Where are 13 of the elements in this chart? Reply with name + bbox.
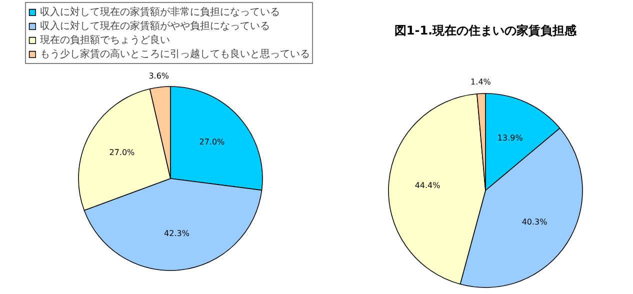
data-label: 13.9%: [497, 133, 524, 142]
legend-label: 現在の負担額でちょうど良い: [40, 34, 170, 47]
data-label: 27.0%: [199, 138, 226, 147]
legend-label: 収入に対して現在の家賃額が非常に負担になっている: [40, 6, 280, 19]
data-label: 3.6%: [148, 72, 170, 81]
data-label: 40.3%: [522, 217, 548, 226]
legend-label: もう少し家賃の高いところに引っ越しても良いと思っている: [40, 48, 310, 61]
legend-label: 収入に対して現在の家賃額がやや負担になっている: [40, 20, 270, 33]
chart-title: 図1-1.現在の住まいの家賃負担感: [394, 24, 578, 38]
data-label: 27.0%: [109, 148, 136, 157]
data-label: 1.4%: [470, 77, 492, 86]
data-label: 42.3%: [164, 228, 190, 238]
data-label: 44.4%: [414, 180, 441, 190]
